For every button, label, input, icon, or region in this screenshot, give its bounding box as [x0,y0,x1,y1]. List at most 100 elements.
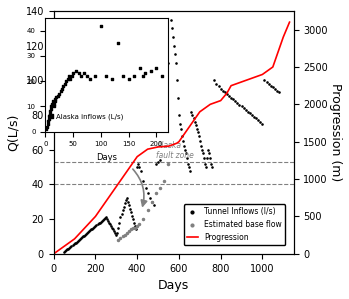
Point [87,229,92,234]
Point [202,161,208,166]
Point [185,156,190,161]
Point [276,90,282,95]
Point [89,227,94,232]
Point [193,123,199,128]
Point [126,76,132,81]
Point [79,235,85,240]
Point [159,26,165,31]
Point [206,151,212,155]
Point [62,81,68,86]
Point [209,165,215,170]
Text: Alaska inflows (L/s): Alaska inflows (L/s) [57,114,124,120]
Point [100,218,105,222]
Point [128,210,134,215]
Point [164,43,169,48]
Point [54,95,59,100]
Point [84,74,90,78]
Point [51,101,57,106]
Point [170,35,176,39]
Point [208,161,214,166]
Point [159,74,165,78]
Point [70,243,75,248]
Point [218,87,223,91]
Point [104,74,109,78]
Point [226,94,232,98]
Point [96,221,101,226]
Point [107,222,113,227]
Point [172,52,178,57]
Point [270,85,276,90]
Point [197,139,202,144]
Point [189,109,194,114]
Point [140,74,145,78]
Point [142,71,148,76]
Point [73,240,79,245]
Point [235,100,240,105]
Point [200,151,206,155]
Point [69,244,74,248]
Point [181,144,187,149]
Point [243,107,248,112]
Point [65,247,70,252]
Point [74,239,80,244]
Point [98,219,103,224]
Point [104,217,110,222]
Point [194,126,200,131]
Point [249,113,255,118]
Point [122,201,127,206]
Point [64,248,69,253]
Point [274,88,280,93]
Point [49,104,54,109]
Point [87,76,92,81]
Point [53,96,58,101]
Point [44,127,49,132]
Point [82,232,88,237]
Point [44,124,50,129]
Point [187,165,192,170]
Point [46,117,52,121]
Point [81,233,87,238]
Point [177,121,183,126]
Point [216,83,221,88]
Point [134,165,140,170]
Point [183,147,188,152]
Point [75,238,81,243]
Point [92,74,98,78]
Point [78,236,84,241]
Point [224,92,230,97]
Point [120,74,126,78]
Point [99,219,104,223]
Point [245,109,251,114]
Point [103,215,109,220]
Point [76,237,82,242]
Point [119,211,124,216]
Point [251,114,257,119]
Point [253,116,259,121]
Point [176,113,182,118]
Point [71,242,76,247]
Point [61,250,67,254]
Point [51,104,57,109]
Point [147,196,153,201]
Point [141,179,146,183]
Point [184,151,189,155]
Point [67,245,72,250]
Point [190,113,195,118]
Point [69,74,75,78]
Point [133,227,139,232]
Point [199,147,205,152]
Point [211,78,217,83]
Point [123,198,128,202]
Point [84,231,90,235]
Point [90,226,95,231]
Point [266,81,272,86]
Point [66,74,72,78]
Point [72,241,77,246]
Point [149,199,155,204]
Point [148,68,154,73]
Point [151,203,157,208]
Point [204,156,210,161]
Point [169,26,174,31]
Point [124,196,129,201]
Point [106,220,112,225]
